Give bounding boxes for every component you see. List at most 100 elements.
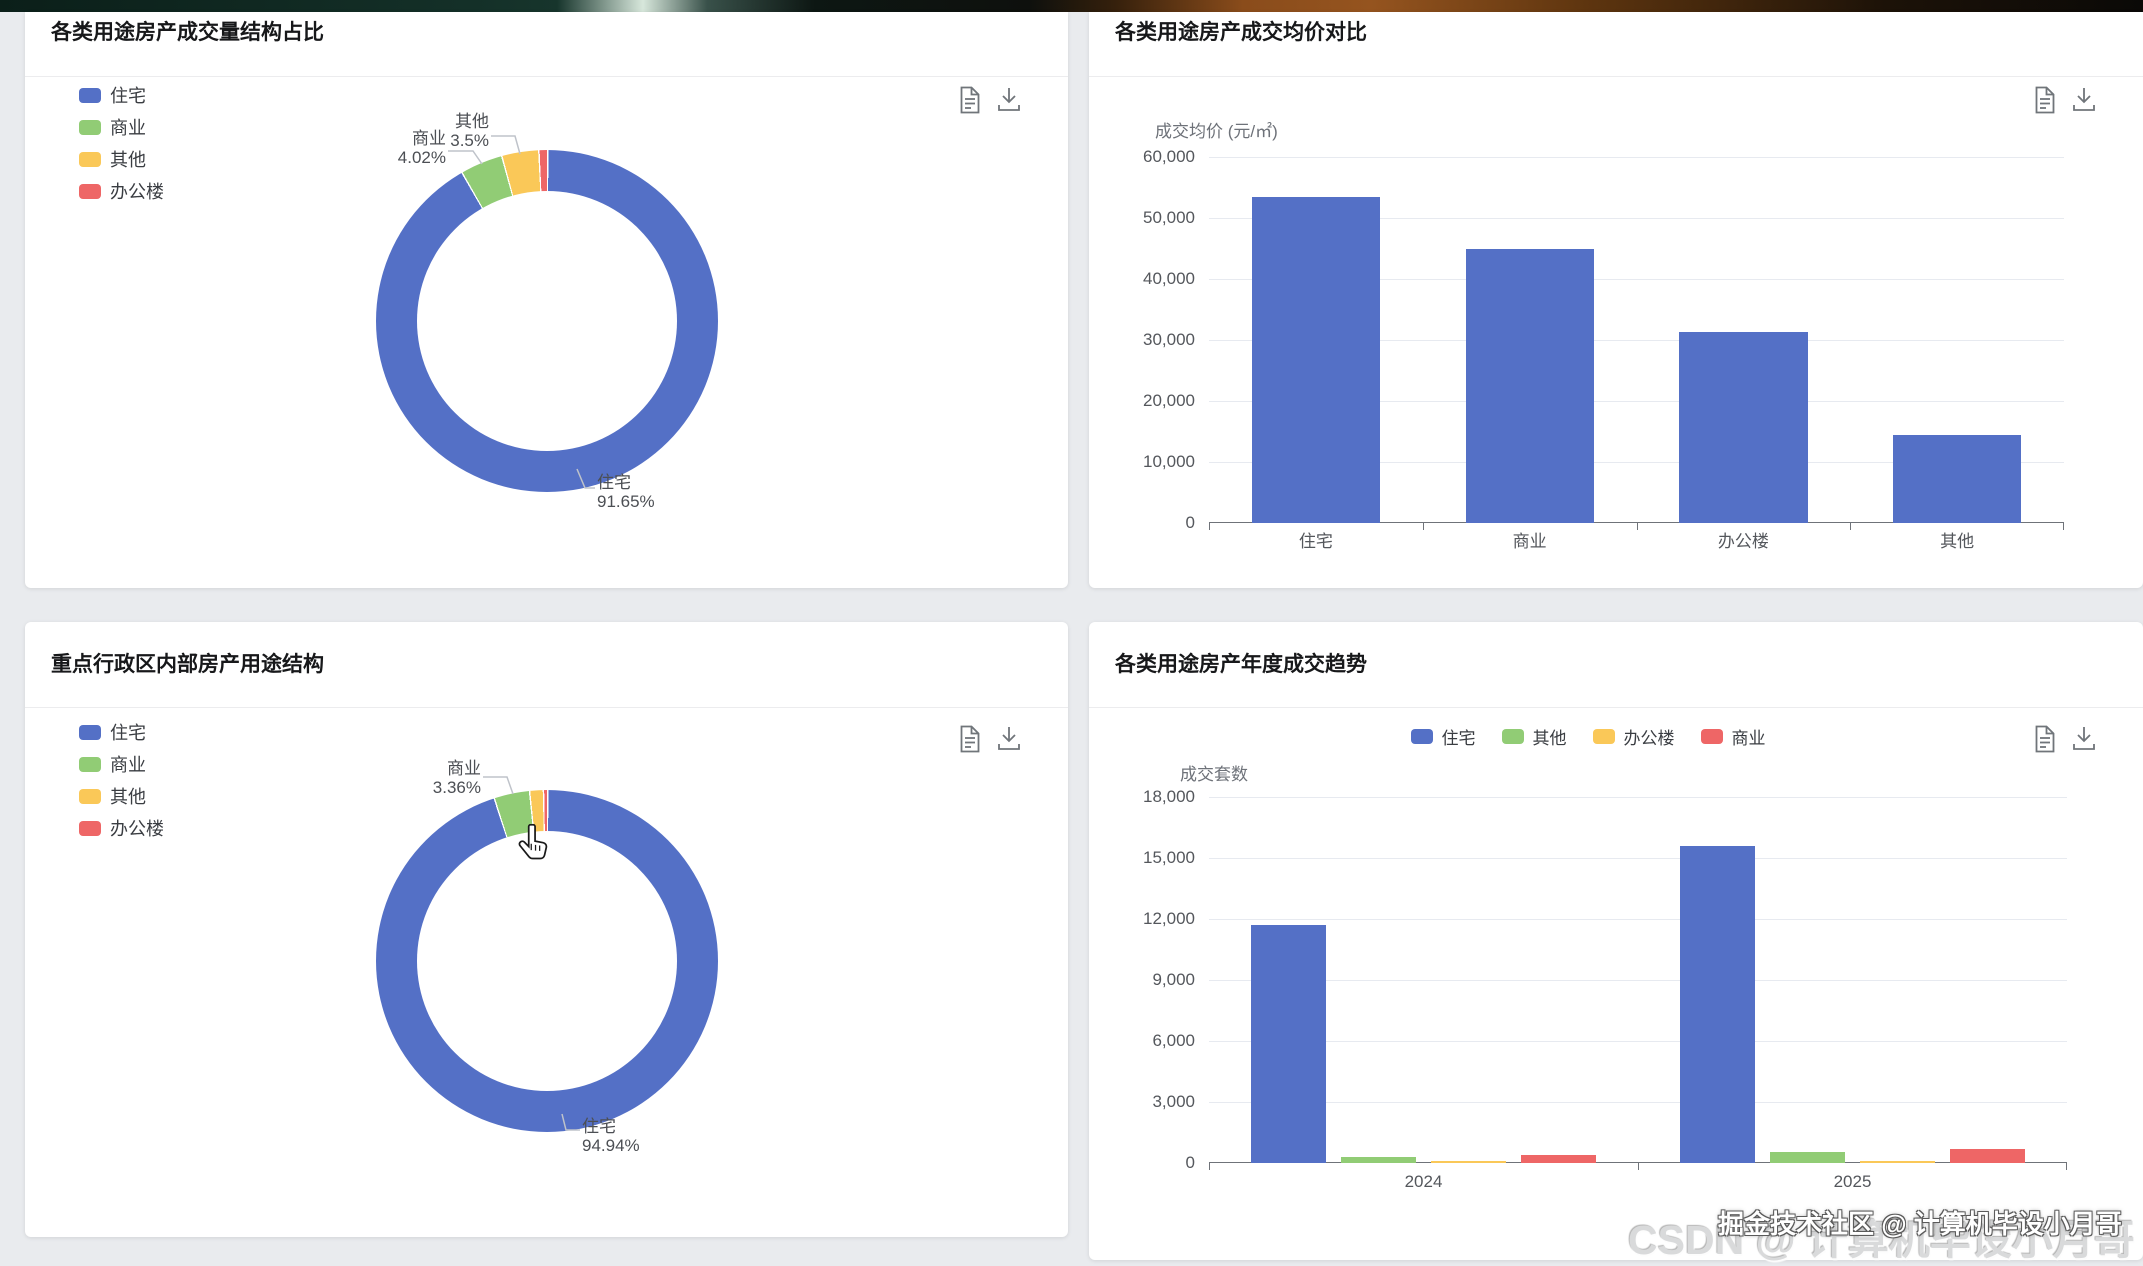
legend-marker	[79, 183, 101, 199]
x-axis-tick	[1209, 1163, 1210, 1170]
x-axis-category-label: 2025	[1833, 1172, 1872, 1191]
y-axis-tick-label: 0	[1185, 1153, 1195, 1172]
legend-marker	[79, 756, 101, 772]
divider	[1089, 76, 2143, 77]
legend-label: 其他	[110, 787, 146, 807]
y-axis-name: 成交均价 (元/㎡)	[1155, 122, 1278, 141]
legend-marker	[79, 119, 101, 135]
chart-toolbar	[959, 725, 1022, 753]
y-axis-tick-label: 12,000	[1143, 909, 1195, 928]
legend-item-other[interactable]: 其他	[79, 149, 164, 170]
data-view-icon[interactable]	[2034, 725, 2056, 753]
legend-marker	[1592, 728, 1615, 744]
bar-办公楼[interactable]	[1679, 332, 1808, 523]
x-axis-tick	[2066, 1163, 2067, 1170]
bar-住宅[interactable]	[1251, 196, 1380, 523]
y-axis-tick-label: 10,000	[1143, 452, 1195, 471]
y-axis-name: 成交套数	[1180, 765, 1248, 784]
legend-item-residential[interactable]: 住宅	[1410, 726, 1476, 748]
download-icon[interactable]	[996, 725, 1022, 751]
divider	[25, 76, 1068, 77]
chart-toolbar	[2034, 725, 2097, 753]
chart-toolbar	[959, 86, 1022, 114]
bar-其他-2025[interactable]	[1769, 1151, 1845, 1163]
divider	[25, 707, 1068, 708]
data-view-icon[interactable]	[2034, 86, 2056, 114]
divider	[1089, 707, 2143, 708]
y-axis-tick-label: 6,000	[1152, 1031, 1195, 1050]
legend-item-other[interactable]: 其他	[1501, 726, 1567, 748]
y-axis-tick-label: 3,000	[1152, 1092, 1195, 1111]
bar-商业-2025[interactable]	[1950, 1149, 2026, 1163]
legend-item-residential[interactable]: 住宅	[79, 85, 164, 106]
pie-label-residential: 住宅 94.94%	[582, 1117, 640, 1155]
gridline	[1209, 1102, 2067, 1103]
y-axis-tick-label: 9,000	[1152, 970, 1195, 989]
legend-marker	[1501, 728, 1524, 744]
legend-item-office[interactable]: 办公楼	[79, 181, 164, 202]
bar-其他[interactable]	[1893, 434, 2022, 523]
chart-legend: 住宅 商业 其他 办公楼	[79, 85, 164, 202]
legend-marker	[79, 820, 101, 836]
x-axis-tick	[1850, 523, 1852, 530]
x-axis-category-label: 住宅	[1298, 532, 1333, 551]
download-icon[interactable]	[2071, 86, 2097, 112]
bar-chart-avg-price[interactable]: 60,000 50,000 40,000 30,000 20,000 10,000 0 住宅 商…	[1143, 147, 2064, 551]
bar-商业[interactable]	[1465, 248, 1594, 523]
legend-item-commercial[interactable]: 商业	[79, 117, 164, 138]
gridline	[1209, 279, 2064, 280]
pie-label-residential: 住宅 91.65%	[597, 473, 655, 511]
download-icon[interactable]	[2071, 725, 2097, 751]
legend-label: 住宅	[110, 723, 146, 743]
x-axis-tick	[1636, 523, 1638, 530]
legend-item-other[interactable]: 其他	[79, 786, 164, 807]
legend-item-commercial[interactable]: 商业	[1700, 726, 1766, 748]
gridline	[1209, 401, 2064, 402]
legend-label: 商业	[110, 755, 146, 775]
x-axis-tick	[1422, 523, 1424, 530]
gridline	[1209, 340, 2064, 341]
y-axis-tick-label: 60,000	[1143, 147, 1195, 166]
legend-marker	[79, 87, 101, 103]
gridline	[1209, 157, 2064, 158]
gridline	[1209, 919, 2067, 920]
bar-住宅-2025[interactable]	[1679, 845, 1755, 1163]
donut-chart-usage-volume[interactable]	[376, 150, 718, 492]
legend-marker	[79, 788, 101, 804]
bar-chart-yearly-trend[interactable]: 18,000 15,000 12,000 9,000 6,000 3,000 0 2024 20…	[1143, 787, 2067, 1191]
donut-chart-district-usage[interactable]	[376, 790, 718, 1132]
bar-办公楼-2024[interactable]	[1431, 1160, 1507, 1163]
legend-marker	[1700, 728, 1723, 744]
data-view-icon[interactable]	[959, 86, 981, 114]
legend-marker	[79, 151, 101, 167]
chart-toolbar	[2034, 86, 2097, 114]
gridline	[1209, 980, 2067, 981]
x-axis-tick	[1209, 523, 1210, 530]
bar-办公楼-2025[interactable]	[1860, 1160, 1936, 1163]
bar-其他-2024[interactable]	[1340, 1156, 1416, 1163]
panel-usage-volume-share: 各类用途房产成交量结构占比 住宅 商业 其他 办公楼 商	[25, 12, 1068, 588]
x-axis-category-label: 2024	[1404, 1172, 1443, 1191]
panel-yearly-trend: 各类用途房产年度成交趋势 住宅 其他 办公楼 商业 成交套数 18,000 15,…	[1089, 622, 2143, 1260]
legend-item-commercial[interactable]: 商业	[79, 754, 164, 775]
panel-district-usage-share: 重点行政区内部房产用途结构 住宅 商业 其他 办公楼 商业	[25, 622, 1068, 1237]
legend-label: 办公楼	[110, 182, 164, 202]
bar-住宅-2024[interactable]	[1250, 925, 1326, 1163]
legend-marker	[1410, 728, 1433, 744]
y-axis-tick-label: 40,000	[1143, 269, 1195, 288]
gridline	[1209, 797, 2067, 798]
legend-item-office[interactable]: 办公楼	[79, 818, 164, 839]
legend-label: 其他	[1532, 728, 1567, 748]
gridline	[1209, 1041, 2067, 1042]
legend-item-residential[interactable]: 住宅	[79, 722, 164, 743]
download-icon[interactable]	[996, 86, 1022, 112]
legend-item-office[interactable]: 办公楼	[1592, 726, 1675, 748]
panel-title: 各类用途房产年度成交趋势	[1115, 653, 1367, 676]
bar-商业-2024[interactable]	[1521, 1154, 1597, 1163]
watermark-csdn: CSDN @ 计算机毕设小月哥	[1628, 1217, 2135, 1263]
data-view-icon[interactable]	[959, 725, 981, 753]
y-axis-tick-label: 30,000	[1143, 330, 1195, 349]
legend-label: 办公楼	[1623, 728, 1675, 748]
legend-label: 住宅	[1441, 728, 1476, 748]
panel-title: 各类用途房产成交量结构占比	[51, 21, 324, 44]
